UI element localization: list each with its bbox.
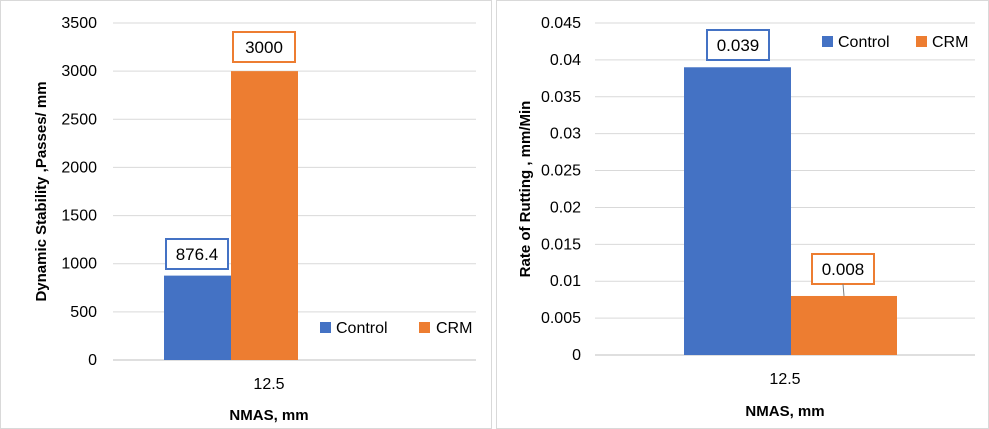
bar-crm <box>231 71 298 361</box>
dynamic-stability-chart: 0 500 1000 1500 2000 2500 3000 3500 876.4 3000 12.… <box>0 0 492 429</box>
bar-crm <box>791 295 897 355</box>
data-label-crm: 0.008 <box>822 260 865 279</box>
dynamic-stability-plot: 0 500 1000 1500 2000 2500 3000 3500 876.4 3000 12.… <box>33 15 476 424</box>
rate-of-rutting-chart: 0 0.005 0.01 0.015 0.02 0.025 0.03 0.035 0.04 0.0… <box>496 0 989 429</box>
legend-swatch-control <box>822 36 833 47</box>
data-label-leader <box>842 283 845 297</box>
y-tick-label: 500 <box>70 304 97 321</box>
x-axis-title: NMAS, mm <box>229 407 308 424</box>
data-label-control: 0.039 <box>717 36 760 55</box>
y-tick-label: 0.025 <box>541 163 581 180</box>
legend-label-control: Control <box>838 34 890 51</box>
y-tick-label: 3500 <box>61 15 97 32</box>
bar-control <box>684 67 791 356</box>
y-axis-title: Dynamic Stability ,Passes/ mm <box>33 81 50 301</box>
y-tick-label: 0.005 <box>541 310 581 327</box>
y-tick-label: 1000 <box>61 256 97 273</box>
y-tick-label: 2000 <box>61 159 97 176</box>
y-tick-label: 0.03 <box>550 126 581 143</box>
y-tick-label: 1500 <box>61 208 97 225</box>
x-category-label: 12.5 <box>253 376 284 393</box>
legend-swatch-crm <box>419 322 430 333</box>
data-label-box <box>165 238 229 270</box>
y-tick-label: 0 <box>572 347 581 364</box>
y-tick-label: 0 <box>88 352 97 369</box>
y-tick-label: 0.01 <box>550 273 581 290</box>
data-label-box <box>232 31 296 63</box>
x-axis-title: NMAS, mm <box>745 403 824 420</box>
y-tick-label: 0.045 <box>541 15 581 32</box>
y-tick-label: 0.02 <box>550 199 581 216</box>
data-label-crm: 3000 <box>245 38 283 57</box>
rate-of-rutting-plot: 0 0.005 0.01 0.015 0.02 0.025 0.03 0.035 0.04 0.0… <box>517 15 975 420</box>
bar-control <box>164 275 231 360</box>
data-label-box <box>706 29 770 61</box>
legend-swatch-crm <box>916 36 927 47</box>
y-axis-title: Rate of Rutting , mm/Min <box>517 101 534 278</box>
legend-label-crm: CRM <box>436 320 472 337</box>
legend-label-control: Control <box>336 320 388 337</box>
legend-label-crm: CRM <box>932 34 968 51</box>
y-tick-label: 2500 <box>61 111 97 128</box>
y-tick-label: 0.035 <box>541 89 581 106</box>
legend-swatch-control <box>320 322 331 333</box>
data-label-control: 876.4 <box>176 245 219 264</box>
y-tick-label: 0.015 <box>541 236 581 253</box>
y-tick-label: 0.04 <box>550 52 581 69</box>
y-tick-label: 3000 <box>61 63 97 80</box>
x-category-label: 12.5 <box>769 371 800 388</box>
